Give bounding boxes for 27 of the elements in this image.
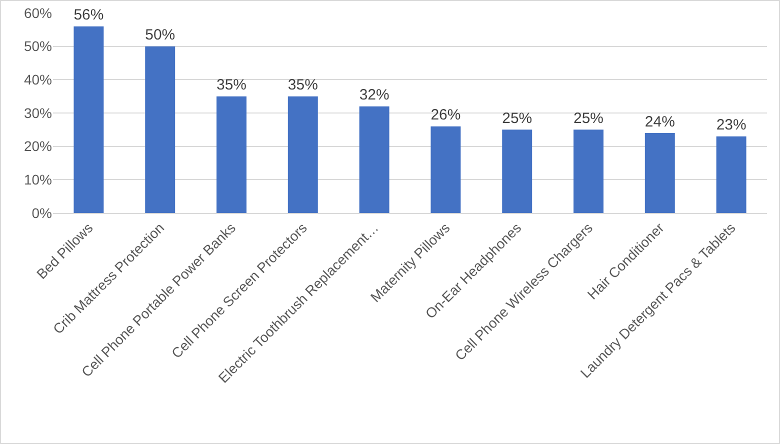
bar <box>288 96 318 213</box>
data-label: 24% <box>644 113 675 130</box>
y-tick-label: 0% <box>32 204 52 221</box>
y-tick-label: 20% <box>24 138 52 154</box>
data-label: 26% <box>430 106 461 124</box>
data-label: 32% <box>359 86 390 104</box>
bar <box>145 46 176 213</box>
data-label: 50% <box>145 26 176 44</box>
bar <box>430 126 461 213</box>
data-label: 25% <box>502 110 532 127</box>
y-tick-label: 50% <box>24 38 52 54</box>
data-label: 56% <box>74 6 104 24</box>
y-tick-label: 60% <box>24 4 52 21</box>
bar <box>359 106 390 213</box>
bar <box>216 96 246 213</box>
y-tick-label: 10% <box>24 172 52 188</box>
y-tick-label: 40% <box>24 72 52 88</box>
bar <box>644 133 675 213</box>
data-label: 25% <box>574 110 604 127</box>
data-label: 35% <box>288 76 318 94</box>
data-label: 23% <box>716 116 746 134</box>
bar <box>502 130 532 213</box>
data-label: 35% <box>216 76 246 94</box>
bar <box>716 136 746 213</box>
y-tick-label: 30% <box>24 104 52 121</box>
bar <box>574 130 604 213</box>
bar <box>74 26 104 213</box>
